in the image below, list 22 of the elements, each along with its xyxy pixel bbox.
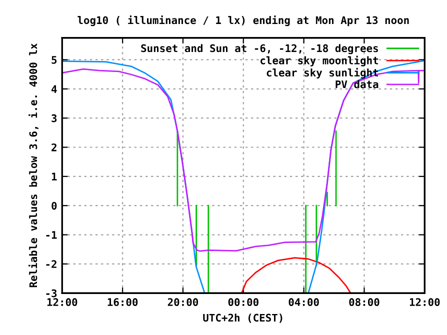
y-tick-label: 4	[52, 85, 57, 93]
legend-label: Sunset and Sun at -6, -12, -18 degrees	[141, 44, 378, 54]
y-tick-label: 3	[52, 114, 57, 122]
y-tick-label: -3	[46, 289, 57, 298]
legend-label: clear sky moonlight	[260, 56, 378, 66]
x-tick-label: 12:00	[410, 298, 440, 306]
legend-label: PV data	[336, 80, 378, 88]
y-tick-label: 2	[52, 143, 56, 152]
x-tick-label: 12:00	[47, 298, 78, 306]
y-axis-title: Reliable values below 3.6, i.e. 4000 lx	[28, 43, 38, 288]
x-tick-label: 00:00	[228, 298, 258, 306]
x-tick-label: 08:00	[349, 298, 380, 306]
x-tick-label: 20:00	[168, 298, 198, 306]
x-tick-label: 04:00	[288, 298, 319, 306]
x-axis-title: UTC+2h (CEST)	[203, 314, 282, 323]
y-tick-label: 1	[52, 172, 57, 180]
y-tick-label: -2	[46, 260, 56, 268]
chart-title: log10 ( illuminance / 1 lx) ending at Mon Apr 13 noon	[78, 16, 409, 26]
y-tick-label: 0	[52, 202, 57, 210]
y-tick-label: 5	[52, 56, 57, 64]
y-tick-label: -1	[46, 231, 57, 239]
x-tick-label: 16:00	[108, 298, 138, 306]
